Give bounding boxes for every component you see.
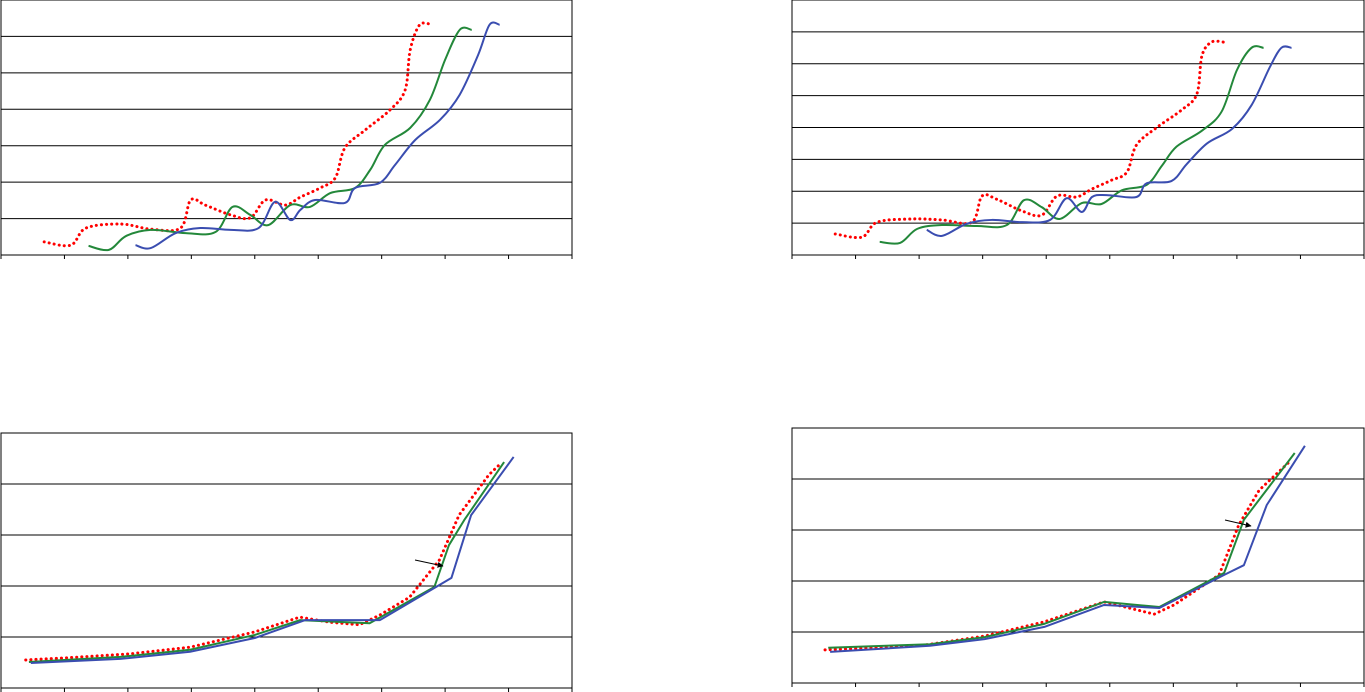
data-line bbox=[135, 21, 500, 250]
data-line bbox=[833, 39, 1226, 240]
data-line bbox=[926, 45, 1292, 237]
data-line bbox=[42, 21, 434, 248]
data-line bbox=[24, 463, 501, 662]
arrow bbox=[1224, 519, 1252, 528]
plot-frame bbox=[791, 427, 1365, 684]
arrow bbox=[414, 559, 444, 568]
data-line bbox=[28, 461, 505, 663]
data-line bbox=[830, 445, 1306, 653]
data-line bbox=[88, 26, 472, 252]
data-line bbox=[30, 456, 515, 665]
data-line bbox=[879, 45, 1264, 245]
data-line bbox=[828, 452, 1296, 649]
plot-frame bbox=[0, 432, 573, 689]
